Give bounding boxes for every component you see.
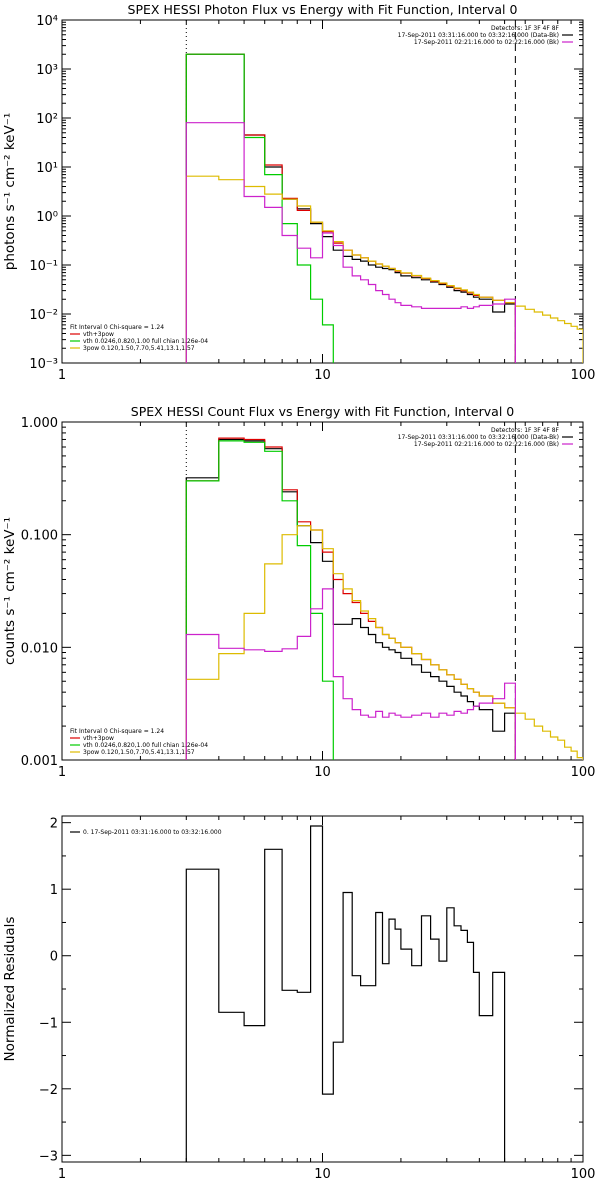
chart-title: SPEX HESSI Photon Flux vs Energy with Fi… <box>128 2 518 17</box>
y-tick-label: 10⁴ <box>36 14 58 29</box>
series-group <box>185 825 506 1162</box>
y-tick-label: −3 <box>39 1149 58 1164</box>
photon-flux-panel: SPEX HESSI Photon Flux vs Energy with Fi… <box>2 2 595 383</box>
series-bk <box>185 588 516 760</box>
x-tick-label: 1 <box>58 368 66 383</box>
y-tick-label: 1 <box>50 883 58 898</box>
y-tick-label: 10¹ <box>36 161 58 176</box>
y-tick-label: 2 <box>50 817 58 832</box>
y-tick-label: −1 <box>39 1016 58 1031</box>
y-axis-label: Normalized Residuals <box>2 917 18 1062</box>
legend-left-entry: vth 0.0246,0.820,1.00 full chian 1.26e-0… <box>83 338 208 345</box>
legend-left-entry: vth 0.0246,0.820,1.00 full chian 1.26e-0… <box>83 742 208 749</box>
series-3pow <box>185 175 583 363</box>
y-tick-label: 10⁻² <box>29 308 58 323</box>
legend-left-entry: Fit Interval 0 Chi-square = 1.24 <box>70 324 164 331</box>
x-tick-label: 10 <box>314 1167 331 1182</box>
legend-right-entry: 17-Sep-2011 02:21:16.000 to 02:22:16.000… <box>414 39 559 46</box>
x-tick-label: 100 <box>571 368 596 383</box>
legend-left-entry: 3pow 0.120,1.50,7.70,5.41,13.1,1.57 <box>83 749 195 756</box>
x-tick-label: 10 <box>314 368 331 383</box>
chart-title: SPEX HESSI Count Flux vs Energy with Fit… <box>131 404 514 419</box>
x-tick-label: 1 <box>58 765 66 780</box>
legend-left-entry: vth+3pow <box>83 735 114 742</box>
legend-right-entry: Detectors: 1F 3F 4F 8F <box>491 25 560 32</box>
y-tick-label: 10² <box>36 112 58 127</box>
legend-left-entry: Fit Interval 0 Chi-square = 1.24 <box>70 728 164 735</box>
series-group <box>185 53 583 363</box>
x-tick-label: 100 <box>571 1167 596 1182</box>
series-3pow <box>185 525 583 760</box>
x-tick-label: 100 <box>571 765 596 780</box>
y-tick-label: 10⁰ <box>36 210 58 225</box>
y-tick-label: −2 <box>39 1083 58 1098</box>
y-tick-label: 0.100 <box>21 529 58 544</box>
legend-left-entry: 0. 17-Sep-2011 03:31:16.000 to 03:32:16.… <box>83 829 222 836</box>
count-flux-panel: SPEX HESSI Count Flux vs Energy with Fit… <box>2 404 595 780</box>
y-tick-label: 1.000 <box>21 416 58 431</box>
x-tick-label: 10 <box>314 765 331 780</box>
legend-left-entry: vth+3pow <box>83 331 114 338</box>
series-bk <box>185 122 516 363</box>
y-tick-label: 0.001 <box>21 754 58 769</box>
legend-right-entry: Detectors: 1F 3F 4F 8F <box>491 427 560 434</box>
legend-right-entry: 17-Sep-2011 03:31:16.000 to 03:32:16.000… <box>398 32 559 39</box>
x-tick-label: 1 <box>58 1167 66 1182</box>
legend-right-entry: 17-Sep-2011 03:31:16.000 to 03:32:16.000… <box>398 434 559 441</box>
series-vth <box>185 440 334 760</box>
y-tick-label: 0.010 <box>21 641 58 656</box>
residuals-panel: Normalized Residuals 1 10 100 −3 −2 −1 0 1 2 0. 17… <box>2 815 596 1182</box>
y-tick-label: 10³ <box>36 63 58 78</box>
y-tick-label: 10⁻¹ <box>29 259 58 274</box>
y-tick-label: 0 <box>50 950 58 965</box>
y-tick-label: 10⁻³ <box>29 357 58 372</box>
y-axis-label: photons s⁻¹ cm⁻² keV⁻¹ <box>2 113 18 271</box>
series-0-17-sep-2011-03-31-16-000-to-03-32-16-000 <box>185 825 506 1162</box>
y-axis-label: counts s⁻¹ cm⁻² keV⁻¹ <box>2 517 18 665</box>
legend-left-entry: 3pow 0.120,1.50,7.70,5.41,13.1,1.57 <box>83 345 195 352</box>
series-group <box>185 437 583 760</box>
legend-right-entry: 17-Sep-2011 02:21:16.000 to 02:22:16.000… <box>414 441 559 448</box>
